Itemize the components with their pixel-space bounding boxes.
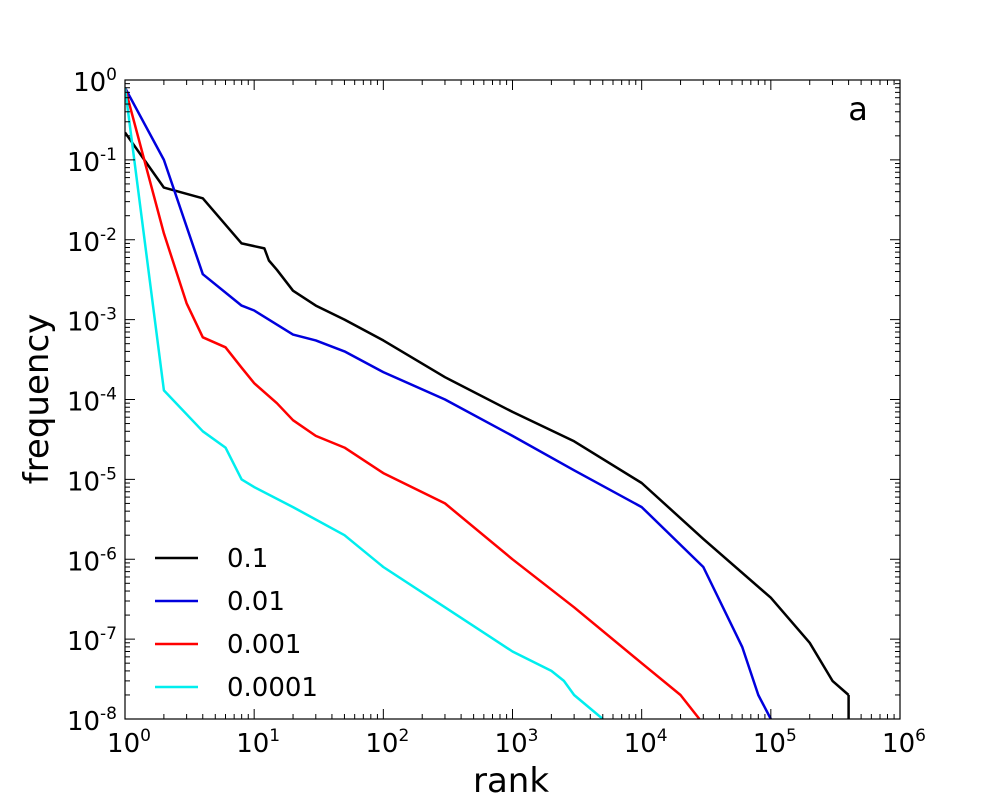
y-tick-label: 10-1: [67, 145, 117, 178]
x-tick-label: 105: [753, 726, 797, 759]
panel-label: a: [848, 90, 868, 128]
series-line-1: [125, 87, 772, 719]
y-tick-label: 10-7: [67, 624, 117, 657]
y-tick-label: 10-3: [67, 305, 117, 338]
legend-label-0: 0.1: [227, 544, 268, 574]
x-tick-label: 102: [365, 726, 409, 759]
y-tick-label: 10-2: [67, 225, 117, 258]
series-line-3: [125, 87, 604, 719]
series-line-0: [125, 131, 850, 696]
series-line-2: [125, 87, 701, 719]
x-tick-labels: 100 101 102 103 104 105 106: [107, 726, 926, 759]
y-axis-label: frequency: [17, 314, 57, 485]
y-tick-label: 10-6: [67, 544, 117, 577]
series-layer: [125, 87, 850, 719]
y-tick-label: 10-5: [67, 464, 117, 497]
y-tick-labels: 100 10-1 10-2 10-3 10-4 10-5 10-6 10-7 10-8: [67, 65, 117, 737]
legend-label-2: 0.001: [227, 630, 301, 660]
legend-label-1: 0.01: [227, 587, 285, 617]
plot-frame: [124, 79, 901, 720]
x-tick-label: 104: [624, 726, 668, 759]
x-tick-label: 103: [495, 726, 539, 759]
x-axis-label: rank: [473, 761, 549, 800]
legend-label-3: 0.0001: [227, 673, 318, 703]
legend: 0.1 0.01 0.001 0.0001: [155, 544, 318, 703]
y-tick-label: 10-4: [67, 385, 117, 418]
x-tick-label: 100: [107, 726, 151, 759]
ticks-layer: [124, 79, 901, 720]
y-tick-label: 10-8: [67, 704, 117, 737]
y-tick-label: 100: [73, 65, 117, 98]
x-tick-label: 101: [236, 726, 280, 759]
x-tick-label: 106: [882, 726, 926, 759]
